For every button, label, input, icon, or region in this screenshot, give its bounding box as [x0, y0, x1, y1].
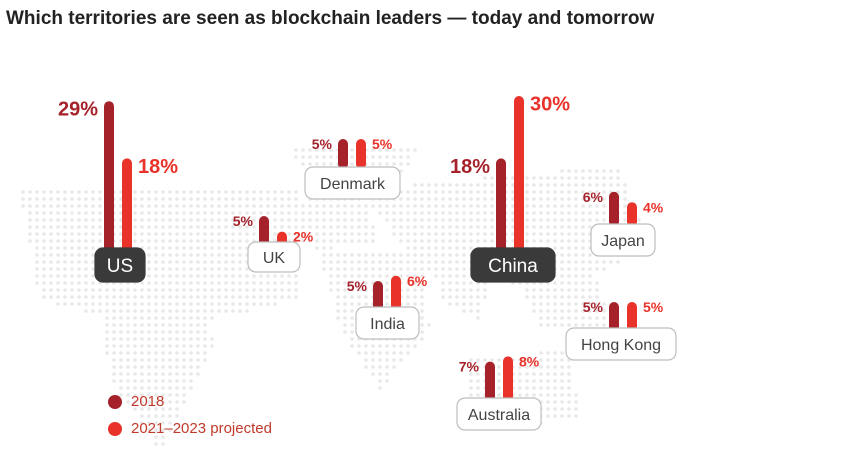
- territory-label-box-australia: [456, 397, 542, 431]
- value-label-projected-denmark: 5%: [372, 136, 393, 152]
- bar-projected-china: [514, 96, 524, 256]
- value-label-projected-hong-kong: 5%: [643, 299, 664, 315]
- territory-label-china: China: [488, 256, 538, 277]
- value-label-projected-india: 6%: [407, 273, 428, 289]
- value-label-2018-us: 29%: [58, 99, 98, 121]
- territory-label-box-uk: [247, 241, 301, 273]
- bar-projected-india: [391, 275, 401, 311]
- bar-2018-india: [373, 281, 383, 311]
- bar-projected-denmark: [356, 139, 366, 169]
- legend-item-2018: 2018: [108, 388, 272, 415]
- territory-label-box-india: [355, 306, 420, 340]
- territory-label-uk: UK: [263, 250, 286, 267]
- value-label-projected-japan: 4%: [643, 199, 664, 215]
- value-label-2018-japan: 6%: [583, 189, 604, 205]
- bar-projected-australia: [503, 356, 513, 402]
- value-label-2018-hong-kong: 5%: [583, 299, 604, 315]
- territory-label-box-hong-kong: [565, 327, 677, 361]
- territory-label-denmark: Denmark: [320, 176, 386, 193]
- bar-projected-hong-kong: [627, 302, 637, 332]
- territory-label-box-denmark: [304, 166, 401, 200]
- territory-label-india: India: [370, 316, 405, 333]
- value-label-2018-denmark: 5%: [312, 136, 333, 152]
- chart-title: Which territories are seen as blockchain…: [6, 8, 655, 29]
- value-label-projected-uk: 2%: [293, 229, 314, 245]
- territory-label-japan: Japan: [601, 233, 645, 250]
- bar-2018-hong-kong: [609, 302, 619, 332]
- territory-label-box-japan: [590, 223, 656, 257]
- bar-2018-australia: [485, 361, 495, 402]
- legend-label-projected: 2021–2023 projected: [131, 420, 272, 437]
- bar-2018-us: [104, 101, 114, 256]
- legend-label-2018: 2018: [131, 393, 165, 410]
- legend: 2018 2021–2023 projected: [108, 388, 272, 442]
- value-label-2018-india: 5%: [347, 278, 368, 294]
- value-label-projected-us: 18%: [138, 156, 178, 178]
- value-label-projected-china: 30%: [530, 93, 570, 115]
- bar-projected-us: [122, 158, 132, 256]
- bar-2018-uk: [259, 216, 269, 246]
- bars-layer: 29% 18% US 5% 2% UK 5% 5% Denmark 5% 6% India 18% 30%…: [58, 93, 677, 431]
- legend-swatch-2018: [108, 394, 122, 409]
- bar-projected-japan: [627, 202, 637, 227]
- territory-label-australia: Australia: [468, 407, 530, 424]
- value-label-2018-uk: 5%: [233, 213, 254, 229]
- bar-2018-china: [496, 158, 506, 256]
- legend-item-projected: 2021–2023 projected: [108, 415, 272, 442]
- territory-label-box-us: [94, 247, 146, 283]
- value-label-2018-china: 18%: [450, 156, 490, 178]
- territory-label-us: US: [107, 256, 133, 277]
- legend-swatch-projected: [108, 421, 122, 436]
- value-label-2018-australia: 7%: [459, 359, 480, 375]
- bar-2018-japan: [609, 191, 619, 227]
- value-label-projected-australia: 8%: [519, 353, 540, 369]
- territory-label-hong-kong: Hong Kong: [581, 337, 661, 354]
- bar-2018-denmark: [338, 139, 348, 169]
- territory-label-box-china: [470, 247, 556, 283]
